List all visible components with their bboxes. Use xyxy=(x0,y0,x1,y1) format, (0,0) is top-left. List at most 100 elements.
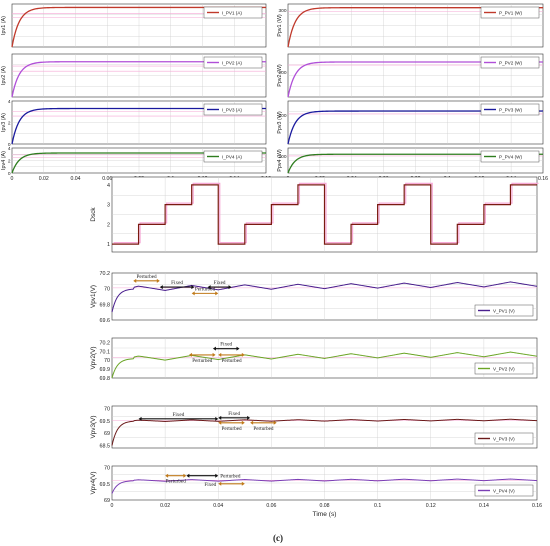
chart-a-panel-4-legend xyxy=(203,150,263,163)
chart-c-panel-1-series-line xyxy=(112,184,537,245)
chart-c-panel-4-legend xyxy=(474,432,534,445)
chart-b-panel-1-ytick: 300 xyxy=(278,8,286,14)
chart-c-panel-2-annotation-label: Fixed xyxy=(214,280,226,286)
chart-c-xtick: 0.1 xyxy=(374,503,381,509)
chart-c-xlabel: Time (s) xyxy=(313,511,337,518)
chart-c-panel-5-annotation-arrow-head-left xyxy=(165,473,169,478)
chart-c-panel-2-annotation-label: Perturbed xyxy=(195,286,216,292)
chart-c-panel-5-annotation-arrow-head-right xyxy=(183,473,187,478)
chart-c-panel-4-ytick: 69 xyxy=(104,431,110,437)
chart-c-panel-4-annotation-arrow-head-right xyxy=(247,415,251,420)
chart-c-panel-3-ytick: 69.8 xyxy=(100,376,111,382)
chart-a-panel-1-legend-label: I_PV1 (A) xyxy=(222,11,242,16)
chart-a-panel-3-ytick: 2 xyxy=(8,120,11,126)
chart-b-panel-1-legend xyxy=(480,6,540,19)
chart-c-panel-5-annotation-label: Perturbed xyxy=(166,479,187,485)
chart-b-panel-4-legend xyxy=(480,150,540,163)
chart-c-xtick: 0.12 xyxy=(426,503,436,509)
chart-b-panel-4-legend-label: P_PV4 (W) xyxy=(499,155,522,160)
chart-c-panel-3-ytick: 69.9 xyxy=(100,367,111,373)
chart-c-panel-5-series-line xyxy=(111,478,538,494)
chart-c-panel-2-annotation-arrow-head-left xyxy=(207,285,211,290)
chart-c-panel-4-series-line xyxy=(111,418,538,446)
chart-c-panel-4-ytick: 69.5 xyxy=(100,419,111,425)
chart-c-panel-2-annotation-arrow-head-left xyxy=(191,291,195,296)
chart-b-panel-3-legend xyxy=(480,103,540,116)
chart-c-panel-4-annotation-arrow-head-left xyxy=(250,420,254,425)
chart-a-panel-4-ytick: 4 xyxy=(8,146,11,152)
chart-a-panel-2-legend-label: I_PV2 (A) xyxy=(222,61,242,66)
chart-a-panel-3-ytick: 4 xyxy=(8,99,11,105)
chart-c-panel-2-annotation-arrow-head-right xyxy=(228,285,232,290)
chart-c-panel-2-annotation-label: Fixed xyxy=(171,280,183,286)
chart-c-panel-5-annotation-arrow-head-left xyxy=(218,481,222,486)
chart-c-panel-5-annotation-arrow-head-right xyxy=(215,473,219,478)
chart-c-panel-2-annotation-arrow-head-left xyxy=(133,278,137,283)
chart-c-panel-4-annotation-arrow-head-right xyxy=(215,416,219,421)
chart-b-panel-2-ylabel: Ppv2 (W) xyxy=(277,64,283,87)
chart-c-panel-4-annotation-arrow-head-left xyxy=(218,420,222,425)
chart-c-panel-3-annotation-label: Fixed xyxy=(220,342,232,348)
chart-c-panel-5-annotation-label: Perturbed xyxy=(220,474,241,480)
chart-b-panel-3-ylabel: Ppv3 (W) xyxy=(277,111,283,134)
chart-c-xtick: 0.02 xyxy=(160,503,170,509)
chart-c-panel-5-ytick: 69.5 xyxy=(100,482,111,488)
chart-c-panel-2-annotation-arrow-head-right xyxy=(191,285,195,290)
chart-c-panel-3-annotation-arrow-head-right xyxy=(241,352,245,357)
chart-c-panel-2-ytick: 69.6 xyxy=(100,318,111,324)
chart-c-panel-1-ytick: 2 xyxy=(107,222,110,228)
chart-c-panel-1-ytick: 1 xyxy=(107,242,110,248)
chart-a-xtick: 0.02 xyxy=(39,176,49,182)
chart-c-panel-4-legend-label: V_PV3 (V) xyxy=(493,437,515,442)
chart-c-panel-3-annotation-label: Perturbed xyxy=(192,358,213,364)
chart-c-panel-5-ytick: 70 xyxy=(104,466,110,472)
chart-c-panel-3-ylabel: Vpv2(V) xyxy=(90,346,97,369)
chart-c-panel-5-annotation-arrow-head-right xyxy=(241,481,245,486)
chart-a-panel-4-ytick: 2 xyxy=(8,158,11,164)
chart-c-panel-4-annotation-arrow-head-right xyxy=(241,420,245,425)
chart-c-panel-4-ytick: 70 xyxy=(104,406,110,412)
chart-c-panel-5-annotation-arrow-head-left xyxy=(186,473,190,478)
chart-c-panel-3-annotation-arrow-head-right xyxy=(212,352,216,357)
chart-c-panel-4-annotation-arrow-head-right xyxy=(273,420,277,425)
chart-c-panel-3-annotation-arrow-head-left xyxy=(218,352,222,357)
chart-c-panel-2-annotation-arrow-head-left xyxy=(159,285,163,290)
chart-c-xtick: 0.16 xyxy=(532,503,542,509)
chart-c-panel-3-ytick: 70 xyxy=(104,358,110,364)
chart-a-panel-3-ytick: 0 xyxy=(8,142,11,148)
chart-a-panel-3-ylabel: Ipv3 (A) xyxy=(1,113,7,132)
chart-c-panel-2-ytick: 70 xyxy=(104,287,110,293)
chart-a-panel-2-legend xyxy=(203,56,263,69)
chart-a-panel-1-legend xyxy=(203,6,263,19)
chart-a-panel-4-legend-label: I_PV4 (A) xyxy=(222,155,242,160)
chart-a-panel-4-ylabel: Ipv4 (A) xyxy=(1,151,7,170)
chart-c-panel-3-legend xyxy=(474,362,534,375)
chart-c-xtick: 0.06 xyxy=(266,503,276,509)
chart-c-panel-1-ytick: 4 xyxy=(107,183,110,189)
chart-c-panel-3-legend-label: V_PV2 (V) xyxy=(493,367,515,372)
chart-c-xtick: 0.08 xyxy=(319,503,329,509)
chart-c-panel-5-annotation-label: Fixed xyxy=(204,482,216,488)
chart-a-panel-3-legend xyxy=(203,103,263,116)
chart-c-panel-1-ytick: 3 xyxy=(107,203,110,209)
chart-a-xtick: 0 xyxy=(11,176,14,182)
chart-c-panel-1-ref-line xyxy=(113,182,539,244)
chart-b-panel-1-ylabel: Ppv1 (W) xyxy=(277,14,283,37)
chart-a-panel-2-ylabel: Ipv2 (A) xyxy=(1,66,7,85)
chart-b-xtick: 0.16 xyxy=(538,176,548,182)
chart-c-panel-4-annotation-label: Fixed xyxy=(172,412,184,418)
chart-b-panel-2-ytick: 200 xyxy=(278,70,286,76)
chart-b-panel-2-legend xyxy=(480,56,540,69)
chart-c-panel-4-annotation-label: Fixed xyxy=(228,411,240,417)
chart-c-panel-2-ytick: 70.2 xyxy=(100,271,111,277)
chart-c-panel-5-ylabel: Vpv4(V) xyxy=(90,471,97,494)
chart-b-panel-2-legend-label: P_PV2 (W) xyxy=(499,61,522,66)
chart-a-panel-4-ytick: 0 xyxy=(8,171,11,177)
chart-c-panel-2-annotation-arrow-head-right xyxy=(156,278,160,283)
chart-c-panel-3-annotation-arrow-head-left xyxy=(212,346,216,351)
chart-b-panel-4-ylabel: Ppv4 (W) xyxy=(277,149,283,172)
chart-c-panel-2-ytick: 69.8 xyxy=(100,302,111,308)
chart-c-panel-4-annotation-label: Perturbed xyxy=(221,426,242,432)
chart-a-panel-1-ylabel: Ipv1 (A) xyxy=(1,16,7,35)
